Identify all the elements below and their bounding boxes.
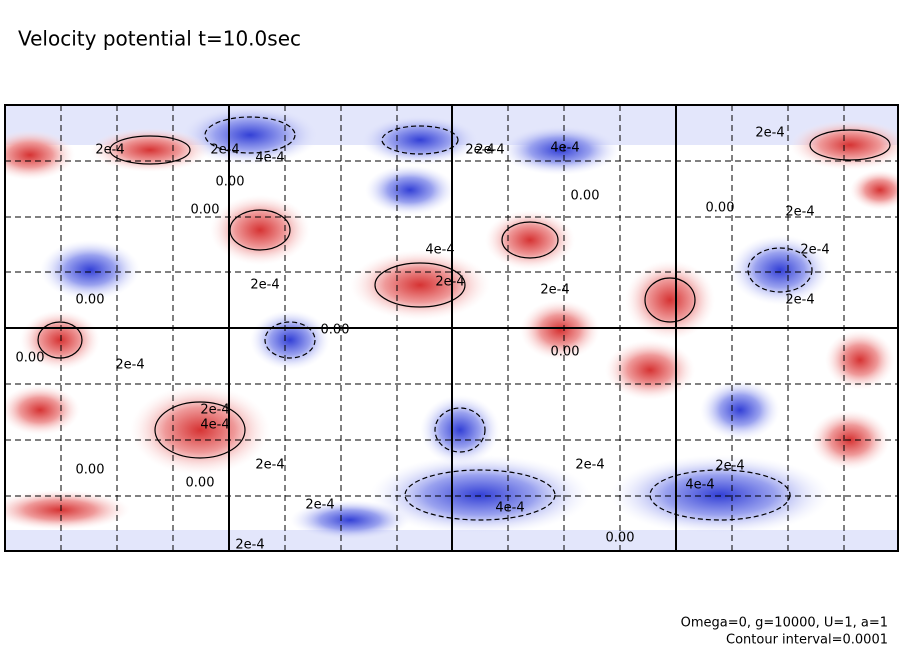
contour-label: 2e-4 [235,538,264,553]
contour-label: 4e-4 [550,141,579,156]
contour-label: 2e-4 [210,143,239,158]
note: Contour interval=0.0001 [726,633,888,648]
contour-label: 2e-4 [785,205,814,220]
contour-label: 2e-4 [475,143,504,158]
contour-label: 0.00 [16,351,45,366]
contour-label: 4e-4 [495,501,524,516]
contour-label: 2e-4 [800,243,829,258]
contour-label: 2e-4 [715,459,744,474]
contour-label: 0.00 [186,476,215,491]
contour-label: 4e-4 [425,243,454,258]
contour-label: 4e-4 [200,418,229,433]
contour-label: 0.00 [216,175,245,190]
contour-label: 0.00 [606,531,635,546]
contour-label: 0.00 [76,463,105,478]
contour-label: 0.00 [321,323,350,338]
frame [4,104,899,552]
contour-label: 0.00 [76,293,105,308]
contour-label: 2e-4 [755,126,784,141]
contour-label: 2e-4 [115,358,144,373]
contour-label: 0.00 [706,201,735,216]
contour-label: 2e-4 [305,498,334,513]
contour-label: 0.00 [191,203,220,218]
contour-label: 2e-4 [540,283,569,298]
contour-label: 2e-4 [255,458,284,473]
field: 2e-4 2e-44e-40.000.004e-42e-40.002e-40.00… [5,105,898,553]
contour-label: 2e-4 [250,278,279,293]
contour-label: 4e-4 [255,151,284,166]
contour-label: 2e-4 [785,293,814,308]
contour-label: 2e-4 [200,403,229,418]
chart-title: Velocity potential t=10.0sec [18,27,301,51]
contour-label: 0.00 [551,345,580,360]
contour-label: 4e-4 [685,478,714,493]
contour-label: 2e-4 [435,275,464,290]
contour-label: 2e-4 [465,143,494,158]
contour-label: 2e-4 [95,143,124,158]
note: Omega=0, g=10000, U=1, a=1 [681,616,888,631]
contour-label: 2e-4 [575,458,604,473]
contour-label: 0.00 [571,189,600,204]
